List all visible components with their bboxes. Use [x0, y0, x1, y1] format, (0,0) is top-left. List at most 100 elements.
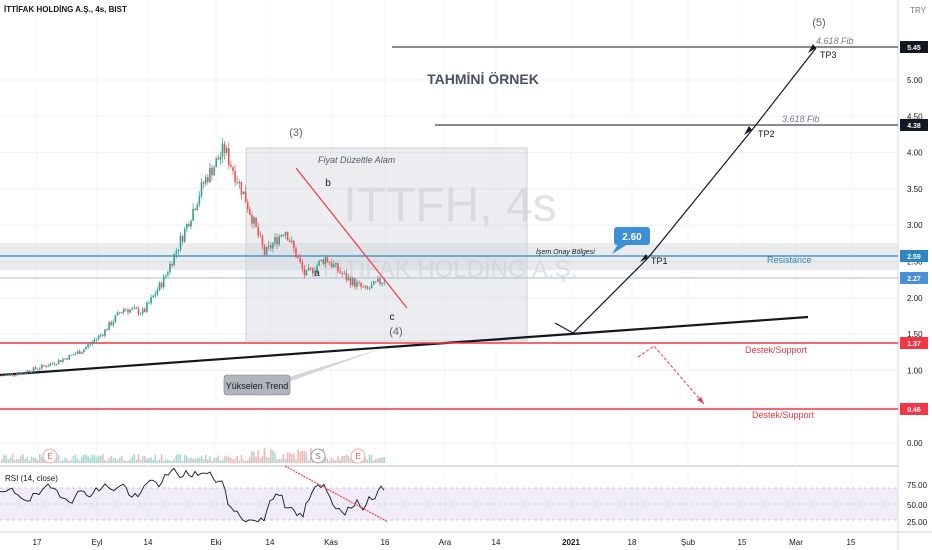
candle-body [219, 156, 222, 160]
candle-body [26, 370, 28, 373]
candle-body [148, 302, 150, 304]
candle-body [108, 322, 110, 331]
volume-bar [196, 458, 199, 463]
volume-bar [249, 457, 251, 463]
volume-bar [169, 460, 171, 463]
volume-bar [215, 457, 217, 463]
price-tag-5-45-text: 5.45 [907, 45, 921, 52]
candle-body [364, 286, 367, 288]
candle-body [78, 351, 81, 354]
volume-bar [246, 460, 249, 463]
candle-body [263, 245, 266, 255]
time-axis[interactable]: 17 Eyl 14 Eki 14 Kas 16 Ara 14 2021 18 Şub 15 Mar 15 [33, 538, 856, 547]
candle-body [66, 358, 68, 360]
time-tick: 16 [381, 538, 390, 547]
event-marker-e2[interactable]: E [350, 448, 366, 464]
volume-bar [41, 456, 43, 463]
wave-5-label: (5) [812, 17, 825, 29]
candle-body [89, 343, 91, 345]
volume-bar [335, 460, 337, 463]
down-scenario-path[interactable] [637, 345, 705, 405]
candle-body [286, 232, 289, 241]
event-marker-e1[interactable]: E [42, 448, 58, 464]
trend-callout-box[interactable] [223, 374, 291, 396]
candle-body [221, 143, 224, 157]
candle-body [11, 373, 14, 376]
volume-bar [24, 459, 26, 463]
volume-bar [127, 460, 129, 463]
volume-bar [343, 455, 346, 463]
volume-bar [171, 460, 173, 463]
rsi-divergence-line[interactable] [284, 465, 389, 523]
rsi-tick-75: 75.00 [907, 481, 928, 490]
candle-body [192, 208, 194, 221]
correction-channel-line[interactable] [295, 167, 408, 309]
candle-body [207, 177, 209, 182]
volume-bar [261, 456, 264, 463]
candle-body [123, 309, 125, 312]
candle-body [232, 166, 234, 172]
volume-bar [202, 459, 205, 463]
candle-body [312, 268, 314, 274]
volume-bar [259, 458, 262, 463]
candle-body [18, 373, 20, 375]
volume-bar [372, 460, 375, 463]
candle-body [175, 250, 178, 254]
price-tick: 4.50 [907, 112, 923, 121]
candle-body [215, 158, 217, 168]
time-tick: 17 [33, 538, 42, 547]
price-tag-2-27 [900, 272, 928, 284]
candle-body [167, 272, 169, 276]
support-label-2: Destek/Support [752, 410, 815, 420]
candle-body [135, 307, 138, 309]
candle-body [173, 253, 175, 266]
candle-body [240, 181, 243, 195]
candle-body [1, 375, 3, 377]
volume-bar [60, 460, 62, 463]
correction-box[interactable] [245, 147, 528, 342]
candle-body [270, 245, 272, 249]
volume-bar [137, 454, 140, 463]
event-circle [310, 448, 326, 464]
rsi-line[interactable] [0, 467, 385, 523]
candle-body [36, 369, 39, 370]
volume-bar [209, 455, 211, 463]
candle-body [202, 182, 205, 184]
candle-body [106, 329, 108, 331]
volume-bar [375, 458, 377, 463]
candle-body [51, 363, 54, 365]
price-tag-1-37 [900, 337, 928, 349]
volume-bar [223, 456, 226, 463]
fib-3618-label: 3.618 Fib [782, 114, 820, 124]
candle-body [24, 372, 26, 374]
tp2-label: TP2 [758, 129, 775, 139]
candle-body [74, 353, 77, 355]
candle-body [244, 191, 247, 203]
volume-bar [217, 455, 220, 463]
volume-bar [30, 456, 33, 463]
candle-body [282, 235, 285, 236]
candle-body [259, 235, 262, 237]
price-tick: 3.00 [907, 221, 923, 230]
arrowhead-tp2 [744, 126, 752, 135]
candle-body [179, 236, 182, 250]
grid-lines [0, 0, 898, 532]
rising-trend-line[interactable] [0, 315, 809, 377]
volume-bar [39, 454, 41, 463]
volume-bar [68, 460, 70, 463]
wave-3-label: (3) [289, 127, 302, 139]
candle-body [183, 228, 186, 242]
candle-body [299, 258, 301, 263]
event-circle [350, 448, 366, 464]
candle-body [160, 282, 163, 288]
volume-bar [349, 458, 352, 463]
volume-bar [76, 458, 79, 463]
volume-bar [198, 457, 201, 463]
volume-bar [339, 459, 341, 463]
event-marker-s[interactable]: S [310, 448, 326, 464]
volume-bar [347, 455, 350, 463]
volume-bar [284, 458, 287, 463]
callout-badge[interactable] [614, 227, 650, 245]
candlestick-series[interactable] [1, 137, 385, 377]
